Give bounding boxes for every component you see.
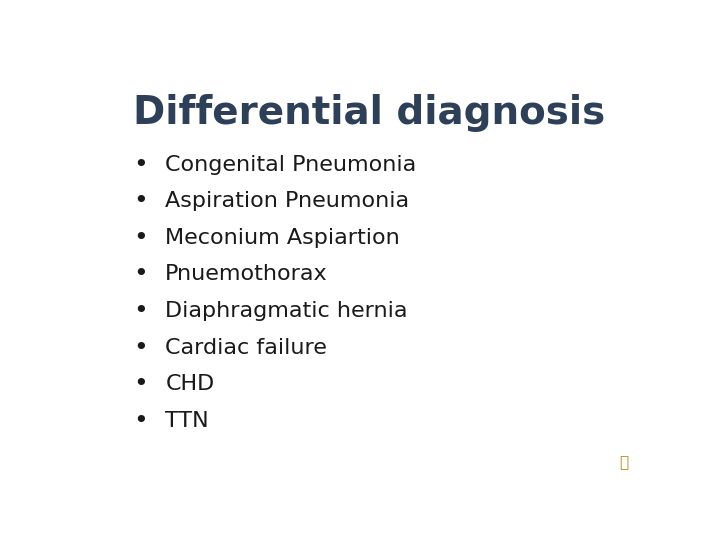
Text: TTN: TTN <box>166 411 209 431</box>
Text: Diaphragmatic hernia: Diaphragmatic hernia <box>166 301 408 321</box>
Text: •: • <box>133 299 148 323</box>
Text: •: • <box>133 226 148 250</box>
Text: Cardiac failure: Cardiac failure <box>166 338 327 357</box>
Text: •: • <box>133 409 148 433</box>
Text: •: • <box>133 335 148 360</box>
Text: Pnuemothorax: Pnuemothorax <box>166 265 328 285</box>
Text: Meconium Aspiartion: Meconium Aspiartion <box>166 228 400 248</box>
Text: Aspiration Pneumonia: Aspiration Pneumonia <box>166 191 410 211</box>
Text: Congenital Pneumonia: Congenital Pneumonia <box>166 154 417 174</box>
Text: •: • <box>133 262 148 286</box>
Text: Differential diagnosis: Differential diagnosis <box>133 94 605 132</box>
Text: CHD: CHD <box>166 374 215 394</box>
Text: •: • <box>133 372 148 396</box>
Text: •: • <box>133 153 148 177</box>
Text: •: • <box>133 189 148 213</box>
Text: 🔊: 🔊 <box>619 455 629 470</box>
